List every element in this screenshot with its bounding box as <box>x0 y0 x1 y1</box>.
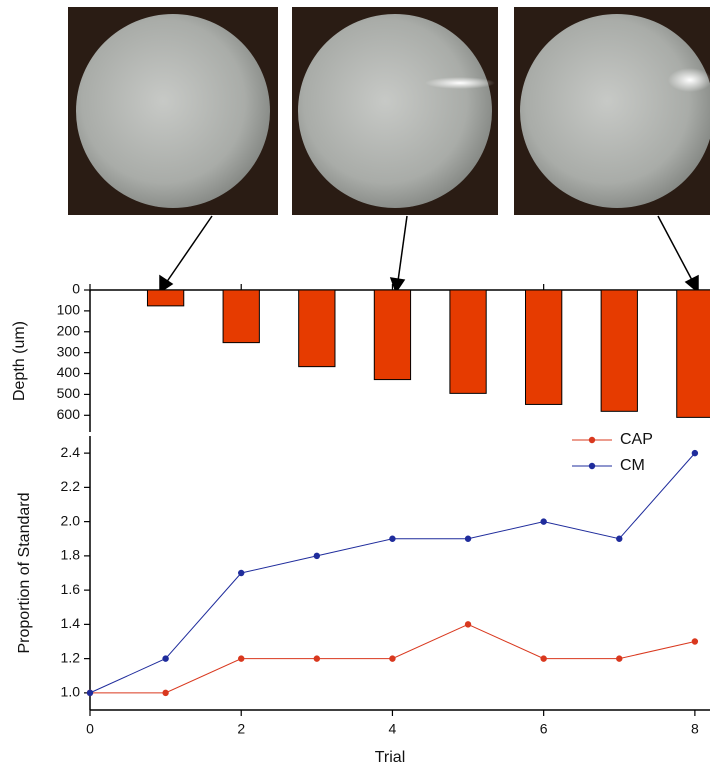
lens-view <box>298 14 492 208</box>
point <box>465 536 471 542</box>
y-tick-label: 2.2 <box>61 478 81 494</box>
y-tick-label: 200 <box>57 322 81 338</box>
glare <box>425 77 495 89</box>
figure: 0 100 200 300 400 500 600 Depth (um) 1.0 1.2 1.4 1.… <box>0 0 710 771</box>
y-tick-label: 100 <box>57 302 81 318</box>
point <box>389 655 395 661</box>
glare <box>668 68 710 92</box>
point <box>238 655 244 661</box>
y-tick-label: 1.4 <box>61 615 81 631</box>
point <box>616 536 622 542</box>
lens-view <box>76 14 270 208</box>
y-axis-label: Proportion of Standard <box>16 493 33 654</box>
y-tick-label: 1.0 <box>61 684 81 700</box>
y-tick-label: 500 <box>57 385 81 401</box>
y-tick-label: 600 <box>57 406 81 422</box>
arrow <box>658 216 693 282</box>
x-tick-label: 2 <box>237 721 245 737</box>
bar <box>299 290 335 367</box>
x-axis-label: Trial <box>375 749 406 766</box>
point <box>540 518 546 524</box>
y-tick-label: 1.2 <box>61 649 81 665</box>
point <box>692 450 698 456</box>
point <box>314 655 320 661</box>
bar <box>526 290 562 404</box>
page: 0 100 200 300 400 500 600 Depth (um) 1.0 1.2 1.4 1.… <box>0 0 710 771</box>
legend-label: CM <box>620 457 645 474</box>
y-tick-label: 1.8 <box>61 547 81 563</box>
charts: 0 100 200 300 400 500 600 Depth (um) 1.0 1.2 1.4 1.… <box>11 281 710 767</box>
point <box>616 655 622 661</box>
bar <box>223 290 259 343</box>
x-tick-label: 6 <box>540 721 548 737</box>
point <box>540 655 546 661</box>
point <box>87 690 93 696</box>
point <box>692 638 698 644</box>
legend-marker <box>589 437 595 443</box>
x-tick-label: 4 <box>389 721 397 737</box>
y-tick-label: 2.4 <box>61 444 81 460</box>
point <box>465 621 471 627</box>
lens-view <box>520 14 710 208</box>
arrows <box>160 216 698 292</box>
y-tick-label: 1.6 <box>61 581 81 597</box>
point <box>162 655 168 661</box>
legend-marker <box>589 463 595 469</box>
bar <box>374 290 410 380</box>
x-tick-label: 0 <box>86 721 94 737</box>
y-tick-label: 300 <box>57 343 81 359</box>
bar <box>601 290 637 411</box>
arrow <box>166 216 212 283</box>
point <box>162 690 168 696</box>
bar <box>147 290 183 306</box>
y-axis-label: Depth (um) <box>11 321 28 401</box>
y-tick-label: 0 <box>72 281 80 297</box>
point <box>314 553 320 559</box>
y-tick-label: 400 <box>57 364 81 380</box>
photos <box>68 7 710 215</box>
arrow <box>398 216 407 281</box>
bar <box>677 290 710 417</box>
x-tick-label: 8 <box>691 721 699 737</box>
legend-label: CAP <box>620 431 653 448</box>
point <box>238 570 244 576</box>
point <box>389 536 395 542</box>
bar <box>450 290 486 393</box>
y-tick-label: 2.0 <box>61 512 81 528</box>
